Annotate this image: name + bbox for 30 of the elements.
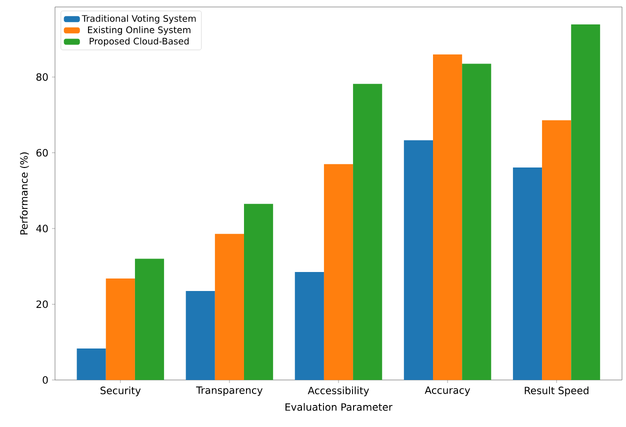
bar: [512, 168, 542, 380]
bar: [571, 24, 600, 380]
x-tick-label: Accuracy: [424, 386, 470, 396]
bar: [186, 290, 215, 380]
x-axis-title: Evaluation Parameter: [286, 403, 392, 411]
bar: [76, 348, 106, 380]
x-tick-label: Result Speed: [524, 386, 588, 396]
y-tick-label: 40: [36, 224, 48, 232]
y-axis-title: Performance (%): [20, 152, 29, 234]
bar: [433, 54, 462, 380]
bar: [294, 272, 324, 380]
legend-label: Traditional Voting System: [82, 14, 196, 24]
bar: [244, 204, 274, 380]
bar: [324, 164, 354, 380]
bar: [214, 234, 244, 380]
x-tick-label: Accessibility: [308, 386, 369, 396]
y-tick-label: 20: [36, 300, 48, 308]
y-tick-label: 80: [36, 73, 48, 81]
y-tick-label: 60: [36, 148, 48, 157]
bar: [106, 278, 135, 380]
bar: [353, 84, 382, 380]
x-tick-label: Transparency: [196, 386, 263, 396]
y-tick-label: 0: [42, 376, 48, 384]
bar: [404, 140, 433, 380]
x-tick-label: Security: [100, 386, 141, 396]
legend-label: Existing Online System: [88, 26, 190, 35]
legend-label: Proposed Cloud-Based: [90, 38, 189, 46]
bar: [134, 258, 164, 380]
bar: [542, 120, 572, 380]
bar: [462, 64, 492, 380]
